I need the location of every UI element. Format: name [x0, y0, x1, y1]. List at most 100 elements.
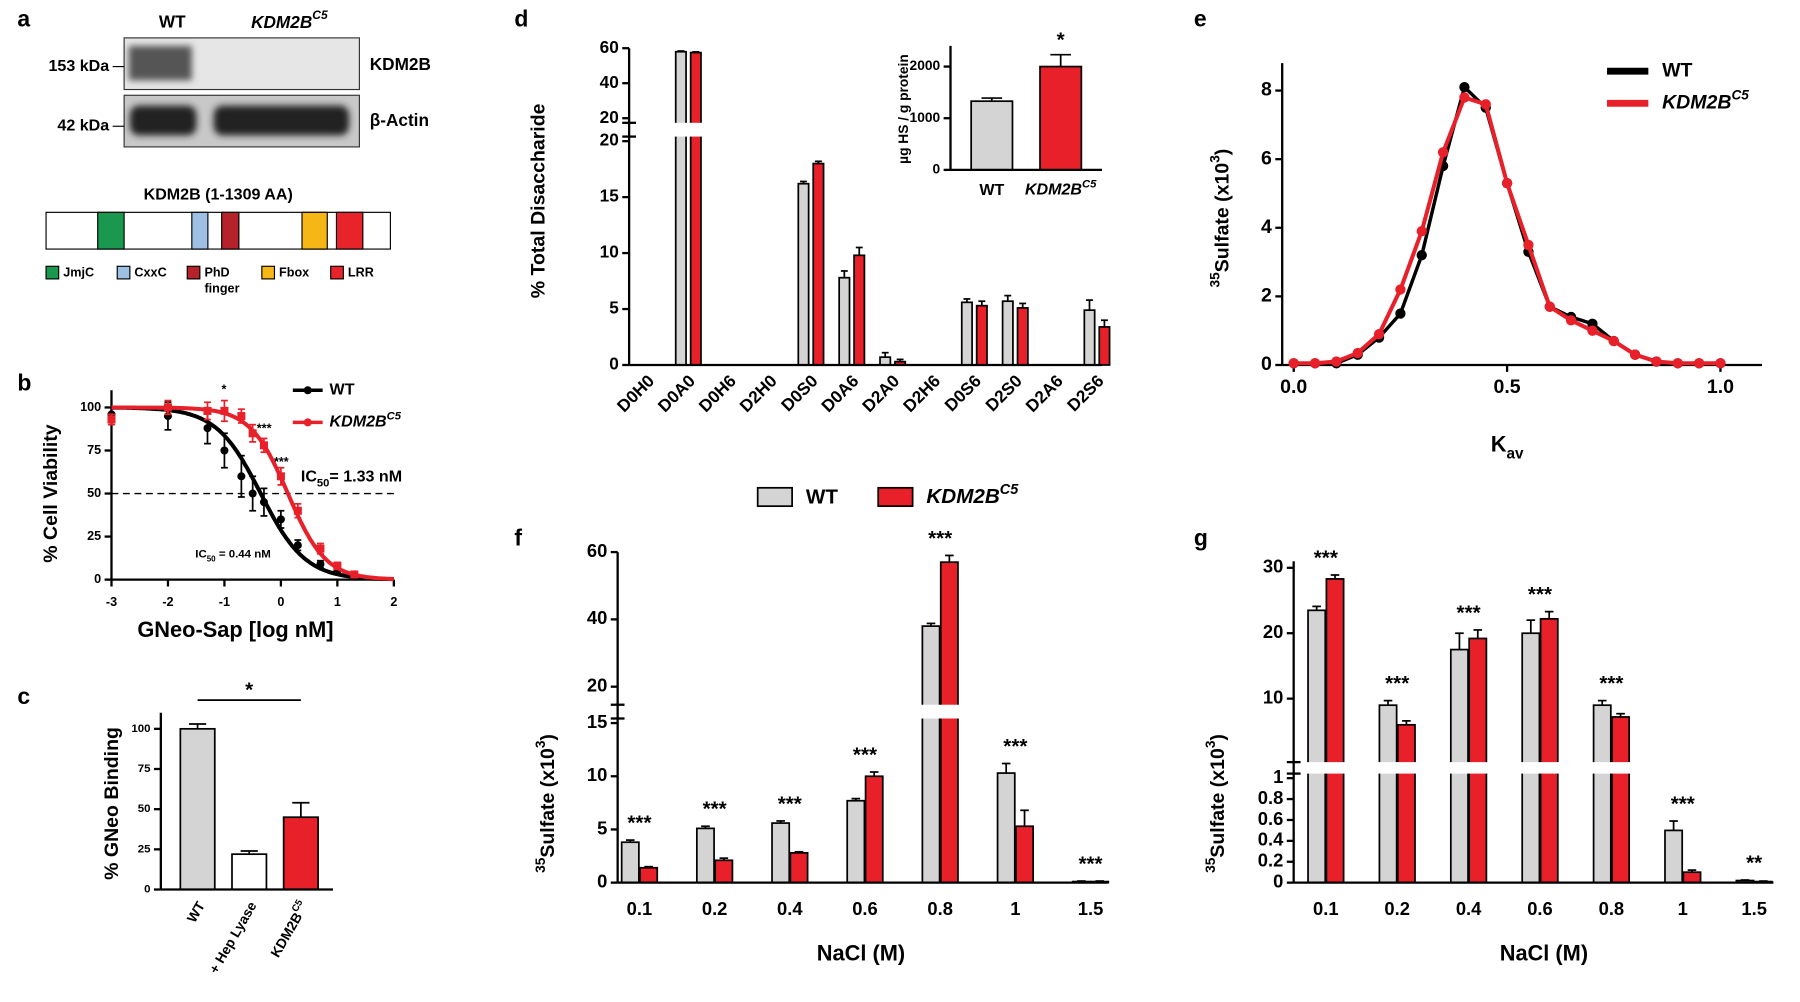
x-tick-label: 1 [334, 595, 341, 609]
bar [1307, 609, 1327, 884]
y-axis-label-part: ) [537, 734, 559, 740]
point [1437, 147, 1449, 158]
y-tick-label: 25 [138, 843, 151, 855]
point [1544, 301, 1555, 312]
significance: * [222, 383, 227, 397]
point [293, 506, 302, 515]
significance: ** [1746, 851, 1763, 874]
bar [1396, 723, 1416, 884]
x-tick-label: 0.8 [927, 898, 953, 919]
marker-label: 153 kDa [49, 57, 111, 75]
bar [1468, 637, 1488, 884]
domain-label: LRR [348, 265, 374, 279]
bar [1521, 632, 1541, 884]
bar [231, 853, 268, 891]
point [276, 472, 285, 481]
x-axis-label: Kav [1491, 431, 1524, 462]
x-tick-label: 0.4 [777, 898, 803, 919]
significance: *** [1457, 601, 1482, 624]
legend-label-part: C5 [387, 410, 402, 422]
axis-break [617, 122, 1103, 137]
x-tick-label: 0.1 [627, 898, 653, 919]
y-tick-label: 2000 [910, 58, 941, 73]
y-tick-label: 0 [609, 354, 619, 374]
y-axis-label: % GNeo Binding [101, 727, 123, 880]
point [1416, 226, 1427, 237]
significance: *** [928, 527, 953, 550]
y-tick-label: 0 [933, 162, 941, 177]
point [203, 406, 212, 415]
point [1501, 178, 1513, 189]
y-tick-label: 0 [94, 572, 101, 586]
y-tick-label: 10 [600, 242, 619, 262]
y-tick-label: 50 [87, 486, 101, 500]
y-tick-label: 100 [80, 400, 101, 414]
point [276, 515, 285, 524]
significance: *** [1314, 546, 1339, 569]
bar [939, 561, 959, 884]
domain-label: Fbox [279, 265, 309, 279]
significance: *** [274, 455, 289, 469]
y-axis-label-part: Sulfate (x10 [1212, 163, 1234, 273]
blot-label: KDM2B [370, 54, 431, 74]
point [1672, 358, 1683, 369]
point [1608, 335, 1619, 347]
x-tick-label: 1.5 [1741, 898, 1767, 919]
point [220, 446, 229, 455]
domain-swatch [330, 265, 344, 280]
y-tick-label: 100 [131, 723, 150, 735]
point [1459, 92, 1470, 103]
y-tick-label: 60 [600, 37, 619, 57]
x-axis-label: GNeo-Sap [log nM] [137, 617, 333, 642]
x-axis-label-part: av [1507, 445, 1524, 462]
domain-label: CxxC [134, 265, 166, 279]
panel-label: c [17, 683, 30, 709]
y-axis-label-part: Sulfate (x10 [1207, 748, 1229, 858]
point [1352, 347, 1363, 359]
ic50-label-part: 50 [317, 477, 330, 489]
point [220, 406, 229, 415]
x-tick-label: 2 [390, 595, 397, 609]
y-axis-label: 35Sulfate (x103) [533, 734, 559, 873]
x-tick-label: 0.4 [1456, 898, 1482, 919]
bar [996, 772, 1016, 884]
domain [221, 211, 240, 250]
bar [771, 822, 791, 884]
panel-label: g [1194, 525, 1208, 551]
y-axis-label-part: ) [1212, 149, 1234, 156]
domain-diagram [45, 211, 391, 280]
y-axis-label-part: 35 [1208, 272, 1223, 288]
domain-swatch [45, 265, 60, 280]
bar [797, 182, 810, 366]
x-tick-label: 0 [277, 595, 284, 609]
panel-label: d [514, 6, 528, 32]
y-tick-label: 20 [587, 675, 607, 696]
legend-swatch [756, 486, 793, 508]
bar [1682, 871, 1702, 884]
y-axis-label-part: 35 [1203, 857, 1218, 873]
legend-marker [303, 386, 312, 395]
y-tick-label: 5 [597, 817, 607, 838]
bar [179, 727, 216, 891]
panel-label: e [1194, 6, 1207, 32]
point [1587, 325, 1598, 336]
x-tick-label: 1 [1010, 898, 1020, 919]
y-tick-label: 10 [587, 764, 607, 785]
legend-label: KDM2BC5 [1662, 87, 1749, 113]
y-axis-label-part: 35 [533, 857, 548, 873]
y-tick-label: 5 [609, 298, 619, 318]
y-axis-label: 35Sulfate (x103) [1203, 734, 1229, 873]
legend-label-part: KDM2B [1662, 91, 1731, 113]
legend-label: KDM2BC5 [926, 482, 1019, 509]
bar [714, 859, 734, 884]
lane-label-part: KDM2B [251, 12, 312, 32]
legend-swatch [877, 486, 914, 508]
panel-label: b [17, 370, 31, 396]
point [259, 441, 268, 450]
y-tick-label: 20 [600, 130, 619, 150]
y-tick-label: 15 [600, 186, 620, 206]
diagram-title: KDM2B (1-1309 AA) [144, 185, 293, 203]
y-tick-label: 0 [597, 870, 607, 891]
bar [1039, 65, 1083, 171]
